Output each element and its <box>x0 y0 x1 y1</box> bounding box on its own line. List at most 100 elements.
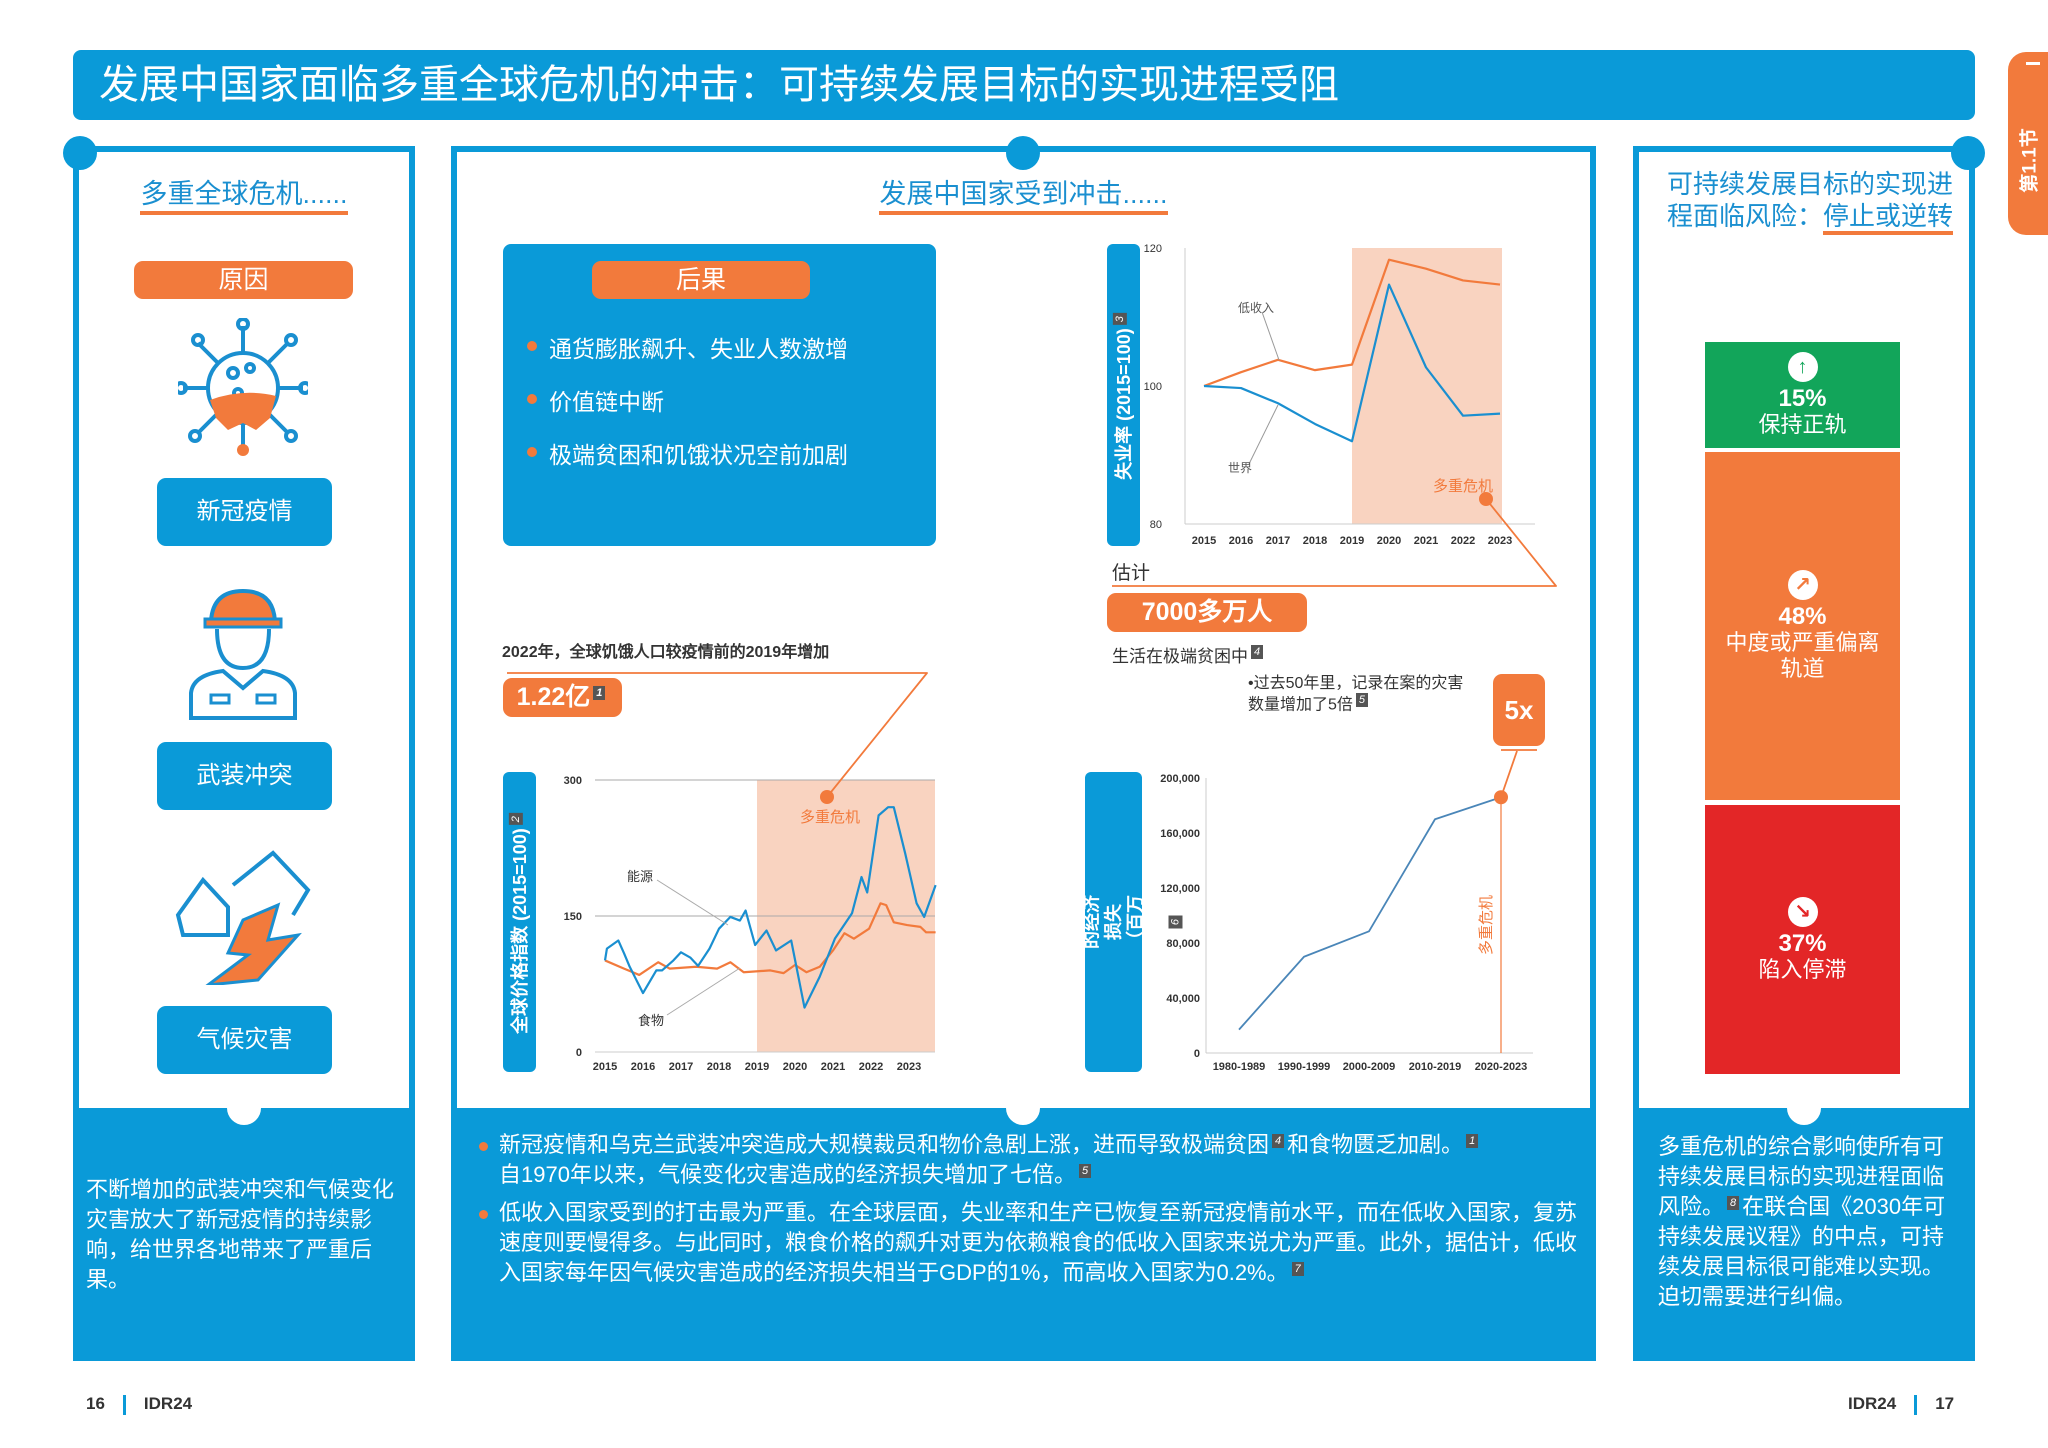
arrow-up-icon: ↑ <box>1787 352 1818 382</box>
cause-conflict-button[interactable]: 武装冲突 <box>157 742 332 810</box>
x-tick-label: 2019 <box>745 1061 769 1073</box>
series-label: 食物 <box>638 1013 664 1028</box>
arrow-down-right-icon: ↘ <box>1787 896 1818 927</box>
x-tick-label: 2015 <box>593 1061 617 1073</box>
x-tick-label: 2021 <box>1414 535 1438 547</box>
leader-line <box>666 967 741 1016</box>
x-tick-label: 2023 <box>897 1061 921 1073</box>
notch-decoration <box>1006 136 1040 170</box>
y-tick-label: 120 <box>1144 243 1162 255</box>
series-label: 低收入 <box>1238 301 1274 315</box>
x-tick-label: 2016 <box>631 1061 655 1073</box>
hunger-caption: 2022年，全球饥饿人口较疫情前的2019年增加 <box>502 644 830 661</box>
series-label: 世界 <box>1228 461 1252 475</box>
x-tick-label: 2010-2019 <box>1409 1061 1462 1073</box>
series-line-1 <box>604 902 936 977</box>
price-index-chart: 0 150 300 2015 2016 2017 2018 2019 2020 2021 2022 2… <box>507 672 937 1073</box>
y-tick-label: 100 <box>1144 381 1162 393</box>
price-ylabel: 全球价格指数 (2015=100)2 <box>503 772 536 1072</box>
x-tick-label: 2000-2009 <box>1343 1061 1396 1073</box>
leader-line <box>1261 311 1280 361</box>
estimate-label: 估计 <box>1112 563 1151 584</box>
x-tick-label: 1980-1989 <box>1213 1061 1266 1073</box>
callout-line <box>507 672 928 798</box>
x-tick-label: 1990-1999 <box>1278 1061 1331 1073</box>
disaster-note: •过去50年里，记录在案的灾害 数量增加了5倍 5 <box>1248 675 1464 714</box>
section-tab-label: 第1.1节 <box>2019 128 2041 193</box>
poverty-caption: 生活在极端贫困中 4 <box>1112 642 1266 667</box>
series-line <box>1238 796 1502 1031</box>
x-tick-label: 2018 <box>1303 535 1327 547</box>
crisis-label: 多重危机 <box>1433 478 1493 495</box>
notch-decoration <box>227 1091 261 1125</box>
footer-left: 16 IDR24 <box>86 1394 193 1415</box>
sdg-heading: 可持续发展目标的实现进 程面临风险：停止或逆转 <box>1655 168 1965 235</box>
page-title: 发展中国家面临多重全球危机的冲击：可持续发展目标的实现进程受阻 <box>73 50 1975 120</box>
notch-decoration <box>1006 1091 1040 1125</box>
worker-icon <box>189 588 297 720</box>
series-line-0 <box>603 806 937 1009</box>
x-tick-label: 2017 <box>669 1061 693 1073</box>
disaster-multiplier: 5x <box>1493 674 1545 746</box>
y-tick-label: 40,000 <box>1166 993 1200 1005</box>
consequence-item: 通货膨胀飙升、失业人数激增 <box>527 330 848 383</box>
crisis-label: 多重危机 <box>800 809 860 826</box>
section-tab[interactable]: 第1.1节 <box>2008 52 2048 235</box>
y-tick-label: 200,000 <box>1160 773 1200 785</box>
corner-decoration <box>1951 136 1985 170</box>
x-tick-label: 2016 <box>1229 535 1253 547</box>
y-tick-label: 120,000 <box>1160 883 1200 895</box>
causes-heading: 多重全球危机...... <box>79 172 409 215</box>
unemployment-chart: 80 100 120 2015 2016 2017 2018 2019 2020 2021 2022… <box>1112 243 1557 587</box>
cause-covid-button[interactable]: 新冠疫情 <box>157 478 332 546</box>
leader-line <box>656 879 729 926</box>
x-tick-label: 2020 <box>783 1061 807 1073</box>
x-tick-label: 2020-2023 <box>1475 1061 1528 1073</box>
causes-summary: 不断增加的武装冲突和气候变化灾害放大了新冠疫情的持续影响，给世界各地带来了严重后… <box>86 1177 395 1292</box>
impact-bullet: 新冠疫情和乌克兰武装冲突造成大规模裁员和物价急剧上涨，进而导致极端贫困 4 和食物匮… <box>477 1130 1582 1190</box>
consequence-label: 后果 <box>592 261 810 299</box>
y-tick-label: 300 <box>564 775 582 787</box>
disaster-loss-chart: 0 40,000 80,000 120,000 160,000 200,000 1980-1… <box>1160 749 1537 1073</box>
callout-dot <box>1479 492 1493 506</box>
hunger-value: 1.22亿 1 <box>503 678 622 717</box>
series-line-1 <box>1203 283 1501 443</box>
y-tick-label: 160,000 <box>1160 828 1200 840</box>
arrow-diagonal-icon: ↗ <box>1787 570 1818 600</box>
impact-bullet: 低收入国家受到的打击最为严重。在全球层面，失业率和生产已恢复至新冠疫情前水平，而… <box>477 1198 1582 1288</box>
x-tick-label: 2023 <box>1488 535 1512 547</box>
segment-stalled: ↘ 37% 陷入停滞 <box>1705 805 1900 1074</box>
disaster-ylabel: 自然灾害造成的经济损失（百万美元） 6 <box>1038 772 1183 1072</box>
x-tick-label: 2021 <box>821 1061 845 1073</box>
series-label: 能源 <box>627 869 653 884</box>
leader-line <box>1248 404 1279 465</box>
y-tick-label: 150 <box>564 911 582 923</box>
callout-line <box>1112 498 1557 587</box>
tab-dash <box>2026 62 2040 65</box>
x-tick-label: 2015 <box>1192 535 1216 547</box>
poverty-value: 7000多万人 <box>1107 593 1307 632</box>
disaster-house-icon <box>175 850 311 985</box>
x-tick-label: 2018 <box>707 1061 731 1073</box>
y-tick-label: 80 <box>1150 519 1162 531</box>
crisis-label: 多重危机 <box>1478 895 1495 955</box>
series-line-0 <box>1203 258 1501 388</box>
notch-decoration <box>1787 1091 1821 1125</box>
sdg-summary: 多重危机的综合影响使所有可持续发展目标的实现进程面临风险。 8 在联合国《2030年… <box>1658 1134 1946 1309</box>
consequence-item: 价值链中断 <box>527 383 848 436</box>
callout-line <box>1500 750 1518 798</box>
x-tick-label: 2020 <box>1377 535 1401 547</box>
y-tick-label: 0 <box>1194 1048 1200 1060</box>
callout-dot <box>1494 790 1508 805</box>
footer-right: IDR24 17 <box>1848 1394 1955 1415</box>
impacts-text: 新冠疫情和乌克兰武装冲突造成大规模裁员和物价急剧上涨，进而导致极端贫困 4 和食物匮… <box>477 1130 1582 1296</box>
x-tick-label: 2022 <box>1451 535 1475 547</box>
impacts-heading: 发展中国家受到冲击...... <box>457 172 1590 215</box>
y-tick-label: 0 <box>576 1047 582 1059</box>
unemployment-ylabel: 失业率 (2015=100)3 <box>1107 244 1140 546</box>
segment-on-track: ↑ 15% 保持正轨 <box>1705 342 1900 448</box>
x-tick-label: 2022 <box>859 1061 883 1073</box>
x-tick-label: 2017 <box>1266 535 1290 547</box>
virus-icon <box>178 318 308 456</box>
cause-climate-button[interactable]: 气候灾害 <box>157 1006 332 1074</box>
